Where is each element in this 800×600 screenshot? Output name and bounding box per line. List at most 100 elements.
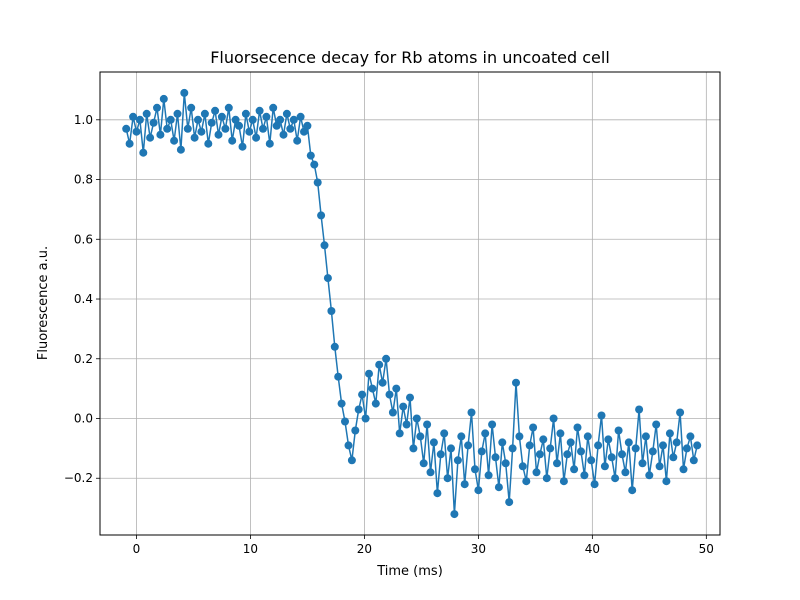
data-point — [621, 468, 630, 477]
data-point — [553, 459, 561, 468]
data-point — [522, 477, 531, 486]
data-point — [559, 477, 568, 486]
data-point — [300, 127, 308, 136]
data-point — [276, 115, 285, 124]
data-point — [440, 429, 449, 438]
data-point — [563, 450, 572, 459]
y-tick-label: 0.4 — [74, 292, 93, 306]
data-point — [423, 420, 432, 429]
data-point — [214, 130, 223, 139]
data-point — [365, 369, 373, 378]
data-point — [306, 151, 315, 160]
series-fluorescence — [122, 88, 702, 519]
y-tick-label: 0.8 — [74, 173, 93, 187]
data-point — [491, 453, 500, 462]
data-point — [669, 453, 678, 462]
data-point — [676, 408, 685, 417]
data-point — [286, 124, 295, 133]
y-tick-label: 0.2 — [74, 352, 93, 366]
data-point — [241, 109, 250, 118]
data-point — [293, 136, 302, 145]
data-point — [679, 465, 688, 474]
data-point — [594, 441, 603, 450]
data-point — [173, 109, 182, 118]
data-point — [146, 133, 155, 142]
data-point — [577, 447, 585, 456]
data-point — [303, 121, 312, 130]
data-point — [358, 390, 367, 399]
data-point — [217, 112, 226, 121]
data-point — [337, 399, 346, 408]
data-point — [371, 399, 380, 408]
data-point — [689, 456, 698, 465]
data-point — [149, 118, 158, 127]
data-point — [262, 112, 271, 121]
data-point — [433, 489, 442, 498]
data-point — [464, 441, 473, 450]
data-point — [474, 486, 483, 495]
data-point — [142, 109, 151, 118]
data-point — [618, 450, 626, 459]
data-point — [457, 432, 466, 441]
data-point — [566, 438, 575, 447]
data-point — [488, 420, 497, 429]
data-point — [539, 435, 548, 444]
data-point — [176, 145, 185, 154]
data-point — [662, 477, 671, 486]
data-point — [235, 121, 243, 130]
data-point — [535, 450, 544, 459]
data-point — [471, 465, 479, 474]
data-point — [388, 408, 397, 417]
data-point — [638, 459, 647, 468]
data-point — [341, 417, 349, 426]
data-point — [686, 432, 695, 441]
data-point — [590, 480, 599, 489]
data-point — [327, 307, 336, 315]
x-tick-label: 50 — [699, 542, 714, 556]
data-point — [361, 414, 370, 423]
data-point — [323, 274, 332, 283]
x-tick-label: 0 — [133, 542, 141, 556]
data-point — [156, 130, 165, 139]
data-point — [436, 450, 445, 459]
data-point — [604, 435, 613, 444]
data-point — [402, 420, 411, 429]
data-point — [525, 441, 534, 450]
data-point — [573, 423, 582, 432]
x-tick-label: 40 — [585, 542, 600, 556]
data-point — [344, 441, 353, 450]
data-point — [375, 360, 384, 369]
y-tick-label: 0.0 — [74, 412, 93, 426]
data-point — [416, 432, 425, 441]
data-point — [135, 115, 144, 124]
data-point — [631, 444, 640, 453]
data-point — [467, 408, 476, 417]
x-tick-label: 10 — [243, 542, 258, 556]
x-axis-label: Time (ms) — [376, 564, 443, 579]
data-point — [484, 471, 493, 480]
data-point — [385, 390, 394, 399]
data-point — [228, 136, 237, 145]
data-point — [611, 474, 620, 483]
data-point — [641, 432, 650, 441]
data-point — [659, 441, 667, 450]
chart-title: Fluorsecence decay for Rb atoms in uncoa… — [210, 48, 610, 67]
data-point — [279, 130, 288, 139]
data-point — [443, 474, 452, 483]
data-point — [330, 342, 339, 351]
data-point — [221, 124, 230, 133]
data-point — [453, 456, 462, 465]
data-point — [248, 115, 257, 124]
data-point — [412, 414, 421, 423]
data-point — [515, 432, 524, 441]
y-tick-label: 0.6 — [74, 232, 93, 246]
data-point — [310, 160, 319, 169]
y-axis-label: Fluorescence a.u. — [36, 246, 51, 360]
data-point — [628, 486, 637, 495]
data-point — [163, 124, 172, 133]
data-point — [207, 118, 216, 127]
data-point — [406, 393, 414, 402]
data-point — [529, 423, 538, 432]
data-point — [197, 127, 206, 136]
data-point — [122, 124, 131, 133]
